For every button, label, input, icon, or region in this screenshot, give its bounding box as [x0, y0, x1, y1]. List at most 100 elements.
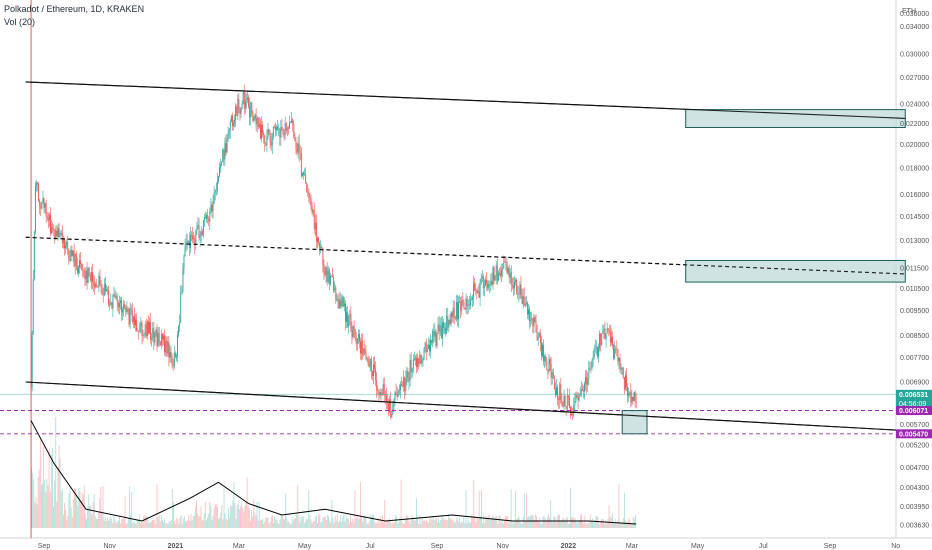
volume-bar [51, 447, 53, 528]
candle-body [624, 375, 626, 390]
candle-body [201, 231, 203, 236]
volume-bar [506, 516, 508, 528]
volume-bar [302, 516, 304, 528]
volume-bar [484, 523, 486, 528]
level-lower-badge-value: 0.005470 [899, 431, 928, 438]
candle-body [632, 397, 634, 401]
candle-body [268, 128, 270, 134]
candle-body [327, 270, 329, 282]
volume-bar [465, 490, 467, 528]
candle-body [50, 214, 51, 234]
candle-body [500, 273, 501, 276]
volume-bar [512, 521, 514, 528]
candle-body [55, 230, 57, 239]
candle-body [165, 340, 167, 353]
candle-body [471, 299, 472, 301]
volume-bar [304, 521, 306, 528]
volume-bar [381, 514, 383, 528]
last-price-badge-bg [896, 389, 932, 408]
volume-bar [282, 518, 284, 528]
candle-body [439, 325, 441, 332]
candle-body [577, 397, 579, 401]
candle-body [94, 283, 96, 287]
chart-title: Polkadot / Ethereum, 1D, KRAKEN [4, 4, 145, 14]
candle-body [582, 390, 584, 392]
volume-bar [81, 492, 83, 528]
volume-bar [88, 494, 90, 528]
volume-bar [59, 458, 61, 528]
volume-bar [592, 518, 593, 528]
volume-bar [147, 519, 149, 528]
candle-body [222, 149, 224, 162]
volume-bar [574, 517, 576, 528]
volume-bar [346, 518, 348, 528]
candle-body [394, 392, 396, 400]
volume-bar [520, 523, 522, 528]
candle-body [450, 312, 452, 325]
candle-body [167, 341, 169, 354]
volume-bar [522, 516, 524, 528]
candle-body [422, 358, 424, 361]
candle-body [189, 235, 191, 248]
candle-body [45, 203, 47, 217]
time-tick-label: 2022 [561, 543, 577, 550]
candle-body [107, 289, 108, 291]
volume-bar [98, 511, 100, 528]
volume-bar [179, 517, 181, 528]
volume-bar [210, 506, 212, 528]
volume-bar [328, 516, 329, 528]
candle-body [61, 232, 63, 244]
volume-bar [326, 514, 328, 528]
volume-bar [450, 518, 452, 528]
volume-bar [216, 507, 218, 528]
volume-bar [409, 523, 411, 528]
candle-body [377, 390, 379, 392]
candle-body [368, 364, 370, 367]
volume-bar [355, 518, 357, 528]
candle-body [615, 348, 617, 350]
candle-body [614, 348, 616, 359]
volume-bar [601, 519, 603, 528]
candle-body [149, 321, 150, 334]
volume-bar [619, 521, 621, 528]
target-box-upper-target[interactable] [685, 109, 906, 128]
candle-body [74, 254, 76, 267]
candle-body [333, 277, 335, 291]
volume-bar [515, 491, 516, 528]
volume-bar [376, 522, 378, 528]
last-price-badge-value: 0.006531 [899, 392, 928, 399]
candle-body [227, 134, 229, 140]
volume-bar [293, 518, 295, 528]
candle-body [493, 267, 495, 281]
volume-bar [264, 521, 266, 528]
target-box-lower-target[interactable] [621, 410, 648, 435]
price-tick-label: 0.016000 [900, 192, 929, 199]
candle-body [340, 300, 342, 307]
volume-bar [38, 469, 40, 528]
candle-body [418, 358, 420, 364]
volume-bar [375, 522, 377, 528]
volume-bar [340, 515, 342, 528]
candle-body [445, 327, 447, 334]
candle-body [370, 358, 372, 372]
candle-body [290, 122, 292, 123]
candle-body [37, 182, 38, 185]
candle-body [139, 325, 141, 333]
time-tick-label: Sep [38, 543, 51, 550]
candle-body [393, 399, 395, 404]
candle-body [589, 367, 591, 369]
volume-bar [231, 505, 233, 528]
candle-body [221, 161, 223, 165]
volume-bar [524, 521, 526, 528]
candle-body [415, 357, 416, 360]
candle-body [245, 99, 247, 101]
volume-bar [311, 522, 313, 528]
volume-bar [332, 518, 334, 528]
candle-body [353, 326, 355, 330]
candle-body [424, 342, 426, 349]
time-tick-label: Nov [103, 543, 116, 550]
target-box-middle-target[interactable] [685, 260, 906, 283]
candle-body [313, 209, 315, 230]
